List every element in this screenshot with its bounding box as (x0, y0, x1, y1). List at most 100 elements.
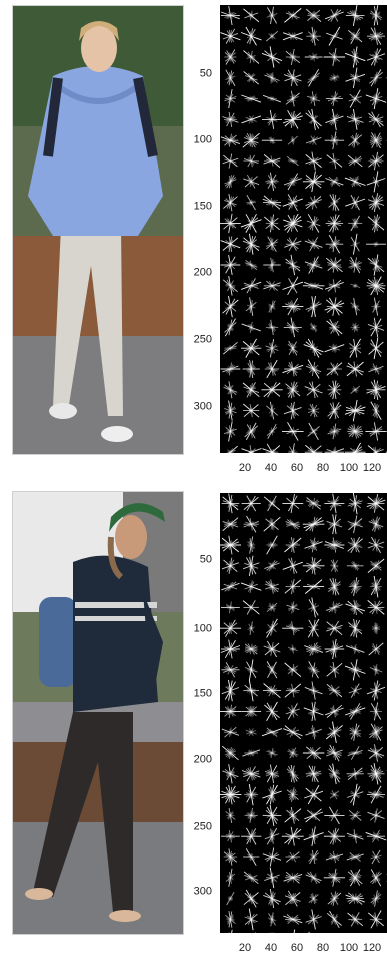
hog-cell-glyph (305, 195, 322, 210)
hog-cell-glyph (327, 423, 342, 440)
hog-cell-glyph (326, 257, 343, 273)
y-tick-label: 200 (193, 266, 212, 279)
hog-cell-glyph (304, 784, 324, 805)
hog-cell-glyph (348, 89, 362, 108)
hog-cell-glyph (367, 193, 385, 212)
hog-cell-glyph (344, 399, 366, 422)
hog-cell-glyph (220, 236, 241, 252)
hog-cell-glyph (348, 256, 362, 274)
hog-cell-glyph (345, 703, 366, 720)
hog-cell-glyph (284, 579, 302, 595)
hog-cell-glyph (326, 744, 343, 762)
x-tick-label: 60 (290, 462, 304, 474)
hog-cell-glyph (326, 153, 343, 169)
hog-cell-glyph (348, 577, 362, 596)
hog-cell-glyph (223, 848, 238, 866)
hog-cell-glyph (347, 154, 363, 168)
hog-cell-glyph (366, 276, 386, 296)
hog-cell-glyph (293, 929, 296, 933)
x-tick-label: 100 (339, 462, 359, 474)
hog-cell-glyph (324, 343, 345, 353)
hog-cell-glyph (370, 575, 382, 598)
hog-cell-glyph (306, 214, 321, 233)
hog-cell-glyph (346, 109, 364, 130)
hog-cell-glyph (366, 171, 386, 193)
hog-cell-glyph (371, 297, 381, 316)
hog-cell-glyph (330, 559, 339, 573)
x-tick-label: 40 (264, 942, 278, 954)
hog-cell-glyph (225, 911, 236, 928)
hog-cell-glyph (243, 848, 260, 866)
hog-cell-glyph (222, 517, 239, 532)
hog-cell-glyph (242, 382, 260, 398)
hog-cell-glyph (365, 422, 387, 441)
hog-cell-glyph (286, 764, 299, 783)
hog-cell-glyph (243, 50, 260, 64)
hog-cell-glyph (263, 257, 281, 273)
hog-cell-glyph (308, 931, 310, 933)
hog-cell-glyph (284, 8, 302, 23)
hog-cell-glyph (242, 233, 260, 255)
y-tick-label: 250 (193, 820, 212, 833)
hog-cell-glyph (223, 341, 238, 355)
hog-cell-glyph (349, 723, 361, 741)
hog-cell-glyph (281, 826, 304, 846)
y-tick-label: 50 (199, 67, 212, 80)
hog-cell-glyph (282, 276, 304, 296)
hog-cell-glyph (243, 154, 259, 168)
hog-cell-glyph (285, 254, 301, 276)
hog-cell-glyph (286, 787, 299, 802)
x-tick-label: 80 (316, 462, 330, 474)
hog-cell-glyph (225, 807, 236, 823)
hog-cell-glyph (344, 176, 366, 188)
hog-cell-glyph (261, 381, 283, 398)
hog-cell-glyph (243, 8, 260, 23)
hog-cell-glyph (367, 600, 385, 615)
hog-cell-glyph (326, 514, 343, 535)
hog-cell-glyph (220, 28, 241, 44)
x-tick-label: 20 (238, 942, 252, 954)
hog-cell-glyph (304, 444, 323, 453)
hog-cell-glyph (284, 807, 302, 824)
hog-cell-glyph (346, 560, 364, 571)
hog-cell-glyph (243, 889, 259, 908)
hog-cell-glyph (284, 537, 302, 553)
hog-cell-glyph (348, 28, 363, 45)
hog-cell-glyph (224, 89, 237, 109)
hog-cell-glyph (282, 621, 304, 636)
y-tick-label: 300 (193, 885, 212, 898)
hog-cell-glyph (228, 929, 233, 933)
hog-cell-glyph (308, 597, 319, 618)
hog-cell-glyph (264, 827, 280, 845)
hog-cell-glyph (262, 784, 282, 805)
hog-cell-glyph (220, 535, 241, 555)
hog-cell-glyph (323, 868, 345, 887)
hog-cell-glyph (347, 912, 364, 927)
hog-cell-glyph (344, 659, 366, 681)
hog-cell-glyph (266, 661, 278, 679)
hog-cell-glyph (243, 871, 259, 885)
x-tick-label: 60 (290, 942, 304, 954)
hog-cell-glyph (262, 804, 282, 826)
hog-cell-glyph (266, 236, 278, 252)
hog-cell-glyph (263, 280, 281, 291)
y-tick-label: 50 (199, 553, 212, 566)
hog-cell-glyph (350, 385, 361, 394)
hog-cell-glyph (242, 132, 260, 148)
hog-cell-glyph (327, 891, 342, 906)
hog-cell-glyph (222, 295, 239, 318)
hog-cell-glyph (222, 111, 239, 127)
hog-cell-glyph (241, 278, 262, 294)
hog-cell-glyph (305, 359, 322, 379)
hog-cell-glyph (350, 297, 361, 316)
hog-cell-glyph (264, 214, 280, 233)
hog-cell-glyph (304, 537, 323, 553)
hog-cell-glyph (368, 337, 384, 360)
hog-cell-glyph (244, 808, 258, 823)
hog-cell-glyph (223, 193, 238, 212)
hog-cell-glyph (266, 535, 278, 555)
hog-cell-glyph (262, 109, 282, 129)
hog-cell-glyph (346, 361, 364, 377)
hog-cell-glyph (324, 638, 345, 660)
x-axis-ticks-2: 20 40 60 80 100 120 (220, 943, 387, 957)
